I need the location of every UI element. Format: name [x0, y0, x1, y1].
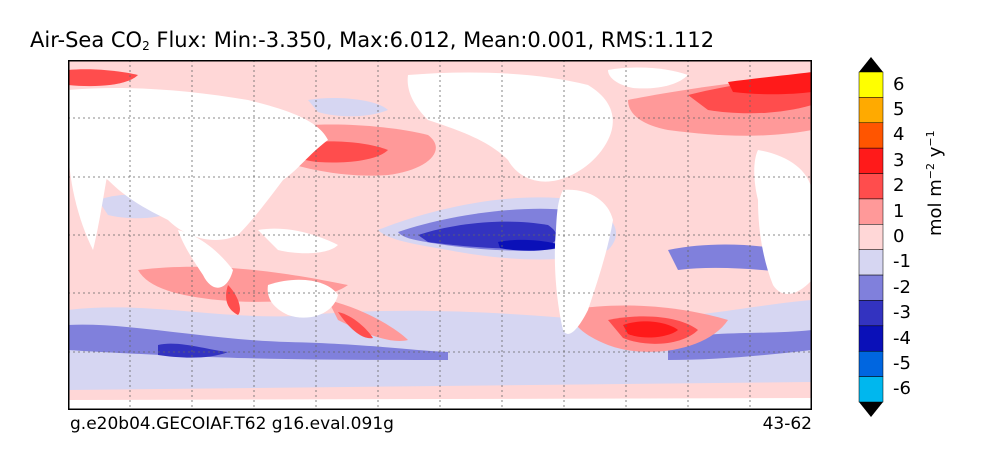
colorbar-swatch	[858, 224, 884, 250]
graticule	[68, 60, 812, 410]
north-atlantic-core	[728, 72, 812, 95]
title-subscript: 2	[142, 39, 150, 53]
colorbar-swatch	[858, 97, 884, 124]
colorbar-swatch	[858, 147, 884, 174]
experiment-id: g.e20b04.GECOIAF.T62 g16.eval.091g	[70, 414, 394, 434]
colorbar-tick-label: 3	[893, 149, 905, 171]
colorbar-swatch	[858, 173, 884, 200]
colorbar-under-triangle	[859, 402, 883, 417]
argentine-basin-core	[623, 321, 678, 338]
colorbar-tick-label: 0	[893, 226, 905, 247]
colorbar-tick-label: -3	[893, 302, 911, 324]
colorbar-tick-label: -5	[893, 352, 911, 374]
colorbar-swatch	[858, 249, 884, 276]
colorbar-swatch	[858, 376, 884, 403]
nordic-seas-source	[68, 69, 138, 87]
colorbar-tick-label: 6	[893, 73, 905, 95]
colorbar-swatch	[858, 300, 884, 327]
tasman-strong-source	[338, 312, 373, 339]
units-exp1: −2	[924, 162, 937, 180]
colorbar-tick-label: 4	[893, 124, 905, 146]
title-stats: Flux: Min:-3.350, Max:6.012, Mean:0.001,…	[156, 28, 715, 52]
indian-strong-source	[226, 285, 240, 315]
title-prefix: Air-Sea CO	[30, 28, 143, 52]
colorbar-tick-label: -1	[893, 251, 911, 273]
colorbar-tick-label: -2	[893, 276, 911, 298]
southern-sink-core	[158, 343, 228, 358]
colorbar-swatch	[858, 325, 884, 352]
colorbar-swatch	[858, 274, 884, 301]
colorbar-over-triangle	[859, 57, 883, 72]
colorbar-swatch	[858, 122, 884, 149]
map-title: Air-Sea CO2 Flux: Min:-3.350, Max:6.012,…	[30, 28, 714, 53]
year-range: 43-62	[762, 414, 812, 434]
bering-outgassing	[308, 98, 388, 117]
colorbar-units: mol m−2 y−1	[924, 130, 946, 236]
colorbar-tick-label: 1	[893, 200, 905, 222]
units-exp2: −1	[924, 130, 937, 147]
colorbar-swatch	[858, 198, 884, 225]
australia-land	[267, 279, 338, 318]
india-land	[178, 230, 233, 288]
greenland-land	[608, 67, 688, 89]
colorbar-tick-label: -6	[893, 378, 911, 400]
units-main: mol m	[925, 179, 946, 236]
map-frame	[68, 60, 812, 410]
tasman-source	[328, 300, 408, 341]
north-america-land	[407, 72, 613, 182]
africa-east-land	[754, 150, 812, 295]
eurasia-land	[68, 88, 328, 240]
colorbar	[858, 57, 884, 417]
colorbar-tick-label: 5	[893, 99, 905, 121]
eq-pacific-max	[498, 239, 563, 251]
antarctica-land	[68, 398, 812, 410]
colorbar-swatch	[858, 71, 884, 98]
colorbar-tick-label: 2	[893, 175, 905, 197]
units-mid: y	[925, 146, 946, 163]
colorbar-tick-label: -4	[893, 327, 911, 349]
south-america-land	[554, 189, 613, 334]
africa-west-land	[68, 140, 108, 250]
colorbar-swatch	[858, 350, 884, 377]
flux-map	[68, 60, 812, 410]
